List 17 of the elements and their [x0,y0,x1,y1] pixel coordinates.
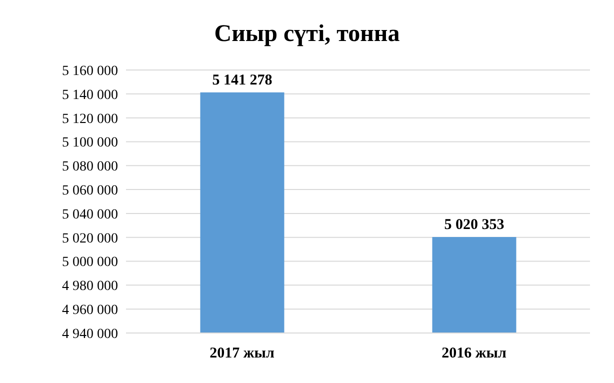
y-tick-label: 4 960 000 [62,303,118,318]
y-tick-label: 4 980 000 [62,279,118,294]
data-label: 5 020 353 [444,216,504,233]
y-tick-label: 5 060 000 [62,184,118,199]
data-label: 5 141 278 [212,72,272,88]
y-tick-label: 5 020 000 [62,231,118,246]
y-tick-label: 4 940 000 [62,326,118,342]
y-tick-label: 5 000 000 [62,255,118,270]
y-tick-label: 5 040 000 [62,207,118,222]
y-tick-label: 5 080 000 [62,160,118,175]
y-tick-label: 5 120 000 [62,112,118,127]
x-tick-label: 2017 жыл [210,346,275,362]
y-tick-label: 5 100 000 [62,136,118,151]
chart-title: Сиыр сүті, тонна [213,20,401,49]
x-tick-label: 2016 жыл [442,346,507,362]
y-tick-label: 5 160 000 [62,64,118,79]
y-tick-label: 5 140 000 [62,88,118,103]
